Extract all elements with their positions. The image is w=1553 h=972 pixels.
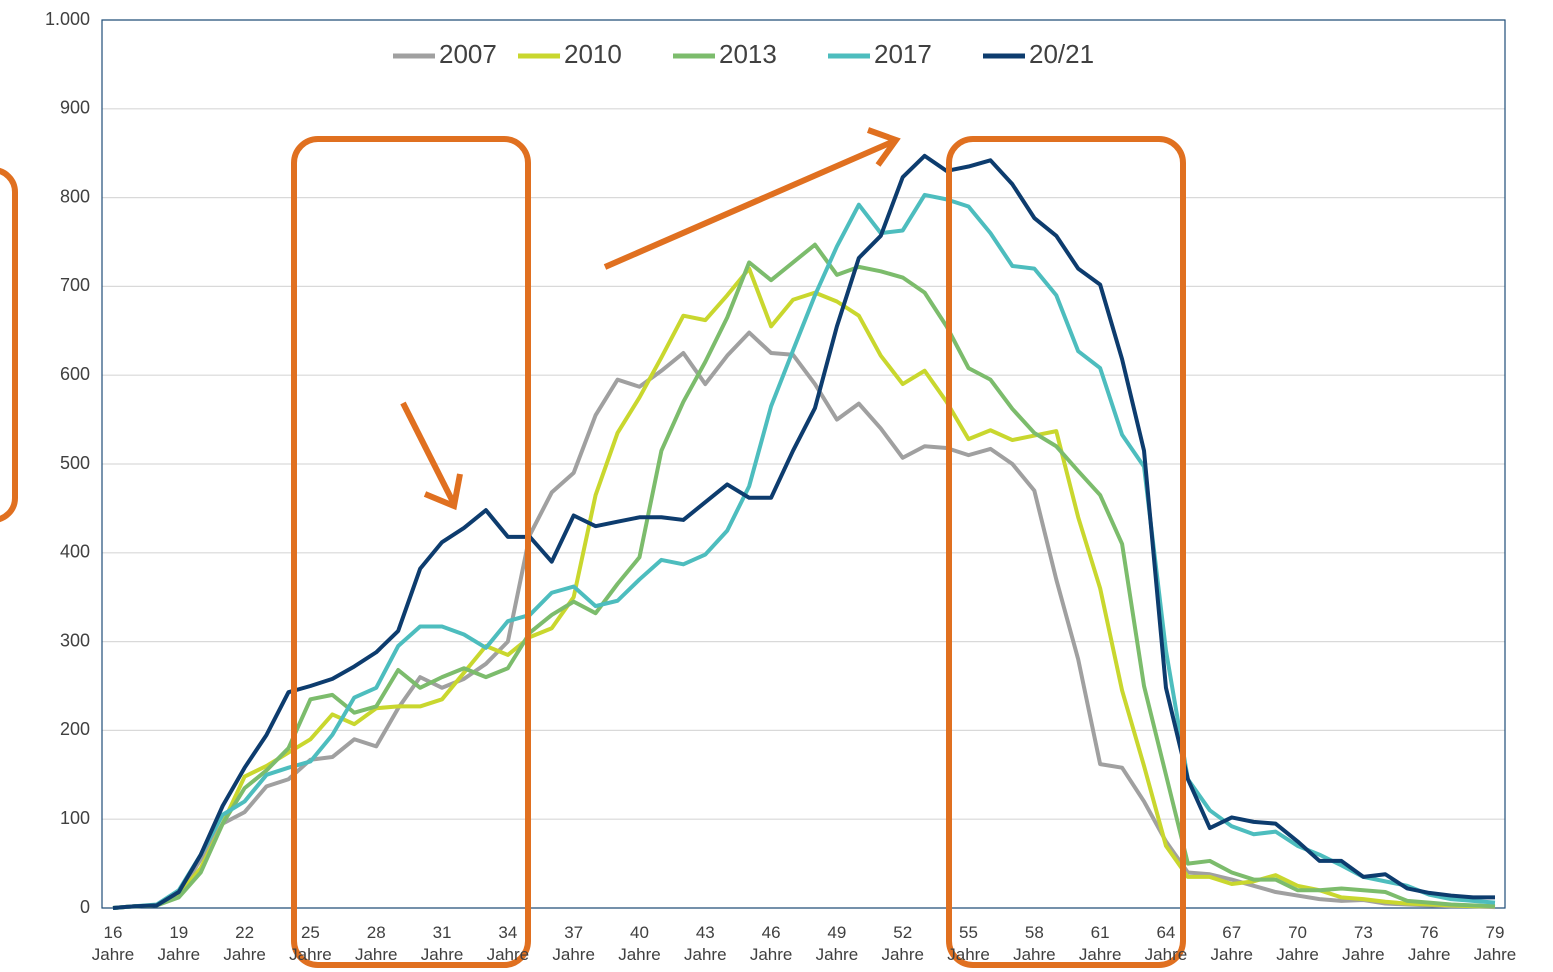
y-tick-label: 200 [60, 719, 90, 739]
arrow [603, 139, 894, 270]
x-tick-label: 70 Jahre [1276, 923, 1319, 964]
legend: 2007 2010 2013 2017 20/21 [393, 39, 1094, 69]
x-tick-label: 34 Jahre [486, 923, 530, 964]
x-tick-label: 61 Jahre [1078, 923, 1122, 964]
annotations [0, 127, 1186, 968]
x-tick-label: 37 Jahre [552, 923, 595, 964]
highlight-box [0, 168, 18, 522]
series-line [112, 192, 1496, 910]
x-tick-label: 52 Jahre [881, 923, 924, 964]
x-tick-label: 31 Jahre [420, 923, 464, 964]
series-line [112, 242, 1496, 910]
x-tick-label: 73 Jahre [1342, 923, 1385, 964]
y-tick-label: 900 [60, 98, 90, 118]
x-tick-label: 79 Jahre [1473, 923, 1517, 964]
legend-label: 2010 [564, 39, 622, 69]
y-tick-label: 700 [60, 275, 90, 295]
grid [102, 19, 1505, 909]
series-line [112, 266, 1495, 910]
legend-label: 2013 [719, 39, 777, 69]
x-tick-label: 43 Jahre [684, 923, 727, 964]
lines [112, 153, 1496, 910]
y-tick-label: 1.000 [45, 9, 90, 29]
highlight-box [946, 136, 1186, 968]
y-tick-label: 400 [60, 542, 90, 562]
legend-label: 2007 [439, 39, 497, 69]
series-line [112, 153, 1495, 910]
x-tick-label: 67 Jahre [1210, 923, 1254, 964]
arrowhead [423, 473, 463, 511]
series-line [112, 330, 1496, 910]
x-tick-label: 64 Jahre [1144, 923, 1188, 964]
x-tick-label: 40 Jahre [618, 923, 661, 964]
x-tick-label: 25 Jahre [289, 923, 332, 964]
x-tick-label: 16 Jahre [91, 923, 135, 964]
legend-label: 2017 [874, 39, 932, 69]
legend-label: 20/21 [1029, 39, 1094, 69]
highlight-box [291, 136, 531, 968]
x-tick-label: 76 Jahre [1407, 923, 1451, 964]
y-tick-label: 800 [60, 186, 90, 206]
y-tick-label: 0 [80, 897, 90, 917]
y-tick-label: 300 [60, 630, 90, 650]
x-tick-label: 55 Jahre [947, 923, 990, 964]
arrow [400, 401, 456, 504]
y-tick-label: 100 [60, 808, 90, 828]
x-tick-label: 49 Jahre [815, 923, 859, 964]
x-tick-label: 46 Jahre [749, 923, 793, 964]
x-tick-label: 22 Jahre [223, 923, 266, 964]
arrowhead [866, 127, 901, 167]
plot-frame [101, 19, 1506, 909]
y-tick-label: 500 [60, 453, 90, 473]
x-tick-label: 58 Jahre [1013, 923, 1056, 964]
x-tick-label: 19 Jahre [157, 923, 201, 964]
x-tick-label: 28 Jahre [354, 923, 398, 964]
y-tick-label: 600 [60, 364, 90, 384]
